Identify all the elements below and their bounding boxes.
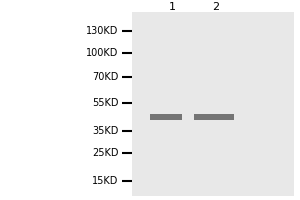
Text: 15KD: 15KD [92,176,118,186]
Text: 2: 2 [212,2,220,12]
Bar [150,114,182,120]
Text: 55KD: 55KD [92,98,118,108]
Text: 1: 1 [169,2,176,12]
Text: 35KD: 35KD [92,126,118,136]
Text: 25KD: 25KD [92,148,118,158]
Bar [194,114,234,120]
Bar [132,12,294,196]
Text: 70KD: 70KD [92,72,118,82]
Text: 130KD: 130KD [86,26,118,36]
Text: 100KD: 100KD [86,48,118,58]
